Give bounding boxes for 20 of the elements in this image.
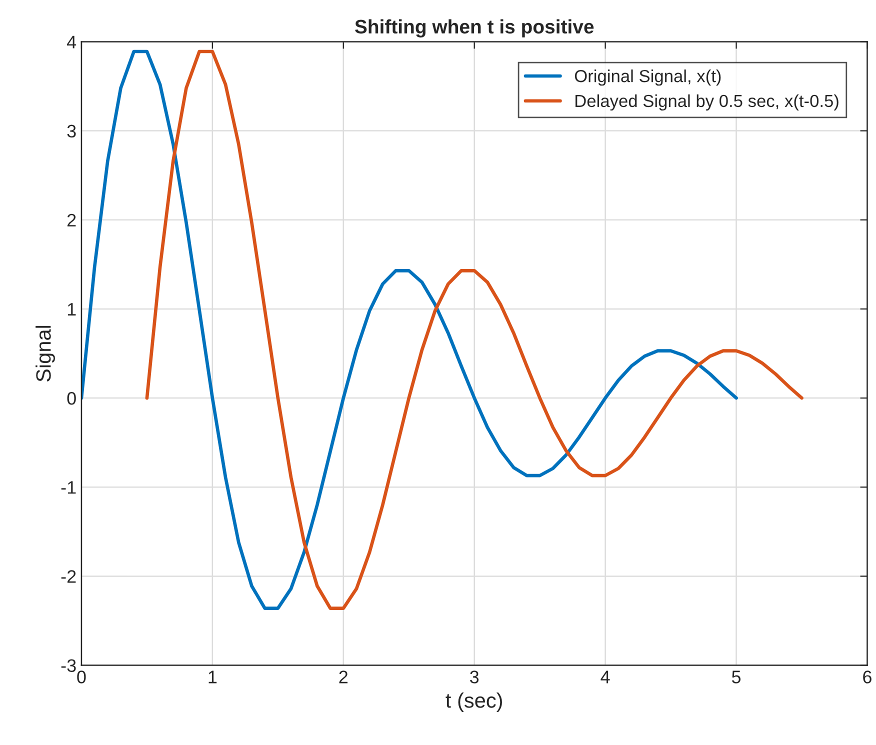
y-tick-label: -3 [61,659,76,672]
y-tick-label: 3 [67,124,76,138]
x-tick-label: 3 [470,670,479,684]
x-tick-label: 2 [339,670,348,684]
legend-label: Delayed Signal by 0.5 sec, x(t-0.5) [576,94,838,111]
x-tick-label: 1 [208,670,217,684]
y-tick-label: -1 [61,481,76,494]
chart-title: Shifting when t is positive [355,19,594,38]
y-tick-label: 0 [67,392,76,405]
y-tick-label: 1 [68,303,76,316]
y-tick-label: 2 [67,214,76,226]
y-axis-title: Signal [36,326,55,382]
y-tick-label: 4 [66,36,76,48]
x-tick-label: 6 [863,670,872,684]
x-tick-label: 5 [732,670,741,684]
x-axis-title: t (sec) [446,692,502,712]
x-tick-label: 4 [600,670,610,684]
y-tick-label: -2 [61,570,76,583]
legend-label: Original Signal, x(t) [574,70,721,86]
x-tick-label: 0 [77,670,86,684]
